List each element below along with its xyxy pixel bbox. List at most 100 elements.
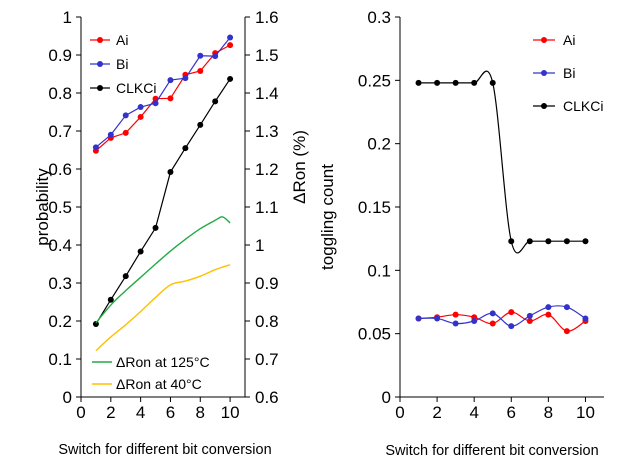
data-point-clkci (582, 238, 589, 245)
y2-tick-label: 1.1 (255, 198, 279, 217)
data-point-ai (508, 309, 515, 316)
data-point-bi (489, 310, 496, 317)
x-tick-label: 6 (507, 403, 516, 422)
legend-label: Bi (116, 56, 128, 72)
y2-tick-label: 0.6 (255, 388, 279, 407)
right-chart: 0 0.05 0.1 0.15 0.2 0.25 0.3 0 2 4 6 8 10 toggling co… (318, 8, 604, 459)
y-tick-label: 0.6 (48, 160, 72, 179)
data-point-clkci (107, 296, 114, 303)
series-line-ai (95, 44, 231, 152)
y-tick-label: 0.15 (358, 198, 391, 217)
y2-tick-label: 1.3 (255, 122, 279, 141)
series-line-ron (95, 264, 231, 352)
data-point-clkci (197, 121, 204, 128)
x-tick-label: 2 (106, 403, 115, 422)
y-tick-label: 0.8 (48, 84, 72, 103)
data-point-clkci (415, 79, 422, 86)
legend-marker (541, 37, 547, 43)
y-tick-label: 0.05 (358, 325, 391, 344)
series-line-bi (95, 37, 231, 148)
data-point-ai (167, 95, 174, 102)
x-tick-label: 0 (76, 403, 85, 422)
legend-label: ΔRon at 125°C (116, 354, 210, 370)
data-point-clkci (563, 238, 570, 245)
data-point-ai (489, 320, 496, 327)
series-line-clkci (418, 70, 586, 254)
y-tick-label: 0.5 (48, 198, 72, 217)
legend-marker (97, 37, 103, 43)
legend-marker (97, 61, 103, 67)
data-point-bi (563, 304, 570, 311)
data-point-bi (212, 53, 219, 60)
y-tick-label: 0.1 (48, 350, 72, 369)
data-point-ai (452, 311, 459, 318)
y2-tick-label: 1.4 (255, 84, 279, 103)
y-tick-label: 0 (63, 388, 72, 407)
x-tick-label: 10 (221, 403, 240, 422)
data-point-clkci (227, 75, 234, 82)
legend-label: Ai (563, 32, 575, 48)
data-point-clkci (182, 145, 189, 152)
y-tick-label: 0.2 (367, 135, 391, 154)
x-axis-label: Switch for different bit conversion (58, 442, 271, 458)
data-point-clkci (434, 79, 441, 86)
legend-marker (541, 70, 547, 76)
data-point-ai (526, 318, 533, 324)
x-tick-label: 6 (166, 403, 175, 422)
x-axis-label: Switch for different bit conversion (385, 443, 598, 459)
y-axis-label: probability (33, 168, 52, 246)
data-point-clkci (489, 79, 496, 86)
y2-tick-label: 1.5 (255, 46, 279, 65)
legend-label: CLKCi (563, 98, 603, 114)
data-point-clkci (137, 248, 144, 255)
y-tick-label: 0.2 (48, 312, 72, 331)
data-point-bi (152, 100, 159, 107)
y-tick-label: 1 (63, 8, 72, 27)
y-tick-label: 0 (382, 388, 391, 407)
y2-tick-label: 0.7 (255, 350, 279, 369)
data-point-bi (415, 315, 422, 322)
y-tick-label: 0.7 (48, 122, 72, 141)
y2-tick-label: 0.9 (255, 274, 279, 293)
y-tick-label: 0.3 (367, 8, 391, 27)
y2-tick-label: 0.8 (255, 312, 279, 331)
data-point-clkci (212, 98, 219, 105)
data-point-clkci (92, 321, 99, 328)
series-line-bi (418, 305, 586, 327)
y2-axis-label: ΔRon (%) (290, 130, 309, 204)
data-point-clkci (471, 79, 478, 86)
x-tick-label: 10 (576, 403, 595, 422)
data-point-ai (137, 113, 144, 120)
y-tick-label: 0.4 (48, 236, 72, 255)
y-tick-label: 0.1 (367, 261, 391, 280)
data-point-ai (197, 67, 204, 74)
x-tick-label: 4 (136, 403, 145, 422)
data-point-bi (122, 112, 129, 119)
legend-label: Bi (563, 65, 575, 81)
data-point-bi (471, 318, 478, 324)
data-point-bi (92, 144, 99, 151)
y-tick-label: 0.9 (48, 46, 72, 65)
data-point-bi (526, 312, 533, 319)
x-tick-label: 2 (432, 403, 441, 422)
legend-label: CLKCi (116, 80, 156, 96)
data-point-clkci (122, 273, 129, 280)
x-tick-label: 0 (395, 403, 404, 422)
legend-marker (541, 103, 547, 109)
data-point-clkci (452, 79, 459, 86)
y-tick-label: 0.3 (48, 274, 72, 293)
series-line-ai (418, 311, 586, 332)
data-point-ai (545, 311, 552, 318)
data-point-ai (122, 129, 129, 136)
y-tick-label: 0.25 (358, 71, 391, 90)
data-point-bi (167, 77, 174, 84)
legend-label: Ai (116, 32, 128, 48)
y2-tick-label: 1.6 (255, 8, 279, 27)
data-point-clkci (545, 238, 552, 245)
data-point-bi (508, 323, 515, 330)
y-axis-label: toggling count (318, 164, 337, 270)
data-point-ai (563, 328, 570, 335)
series-line-ron (95, 216, 231, 324)
left-chart: 0 0.1 0.2 0.3 0.4 0.5 0.6 0.7 0.8 0.9 1 0.6 0.7 0.8 0.… (33, 8, 309, 458)
